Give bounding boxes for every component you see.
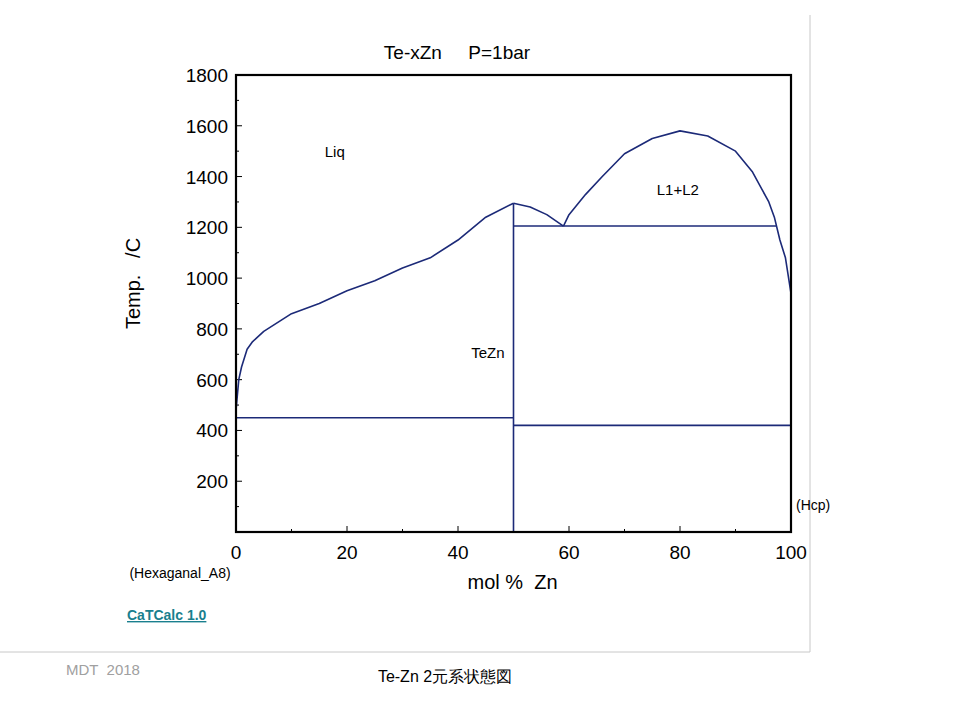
chart: Te-xZn P=1bar200400600800100012001400160… [0,0,960,720]
phase-boundary [514,203,564,226]
y-tick-label: 1800 [186,65,228,86]
page-frame [0,652,810,653]
phase-boundary [236,203,514,410]
region-label: TeZn [471,344,504,361]
page-frame [810,15,811,652]
end-phase-label: (Hexaganal_A8) [129,565,230,581]
phase-boundary [514,425,792,427]
region-label: Liq [325,143,345,160]
y-tick-label: 1600 [186,116,228,137]
phase-boundary [563,131,791,293]
plot-frame [236,75,791,532]
software-link[interactable]: CaTCalc 1.0 [127,607,207,623]
y-tick-label: 600 [196,370,228,391]
y-tick-label: 400 [196,420,228,441]
x-axis-label: mol % Zn [467,571,557,593]
y-tick-label: 1200 [186,217,228,238]
y-axis-label: Temp. /C [122,238,144,329]
x-tick-label: 20 [336,542,357,563]
title: Te-xZn P=1bar [384,42,531,63]
caption: Te-Zn 2元系状態図 [378,668,512,685]
x-tick-label: 60 [558,542,579,563]
y-tick-label: 200 [196,471,228,492]
phase-boundary [236,417,514,419]
region-label: L1+L2 [657,181,699,198]
end-phase-label: (Hcp) [796,497,830,513]
series-group [236,131,791,532]
x-tick-label: 0 [231,542,242,563]
credit: MDT 2018 [66,661,140,678]
x-tick-label: 80 [669,542,690,563]
y-tick-label: 1000 [186,268,228,289]
y-tick-label: 800 [196,319,228,340]
phase-boundary [513,203,515,532]
x-tick-label: 100 [775,542,807,563]
phase-boundary [514,225,777,227]
x-tick-label: 40 [447,542,468,563]
y-tick-label: 1400 [186,167,228,188]
